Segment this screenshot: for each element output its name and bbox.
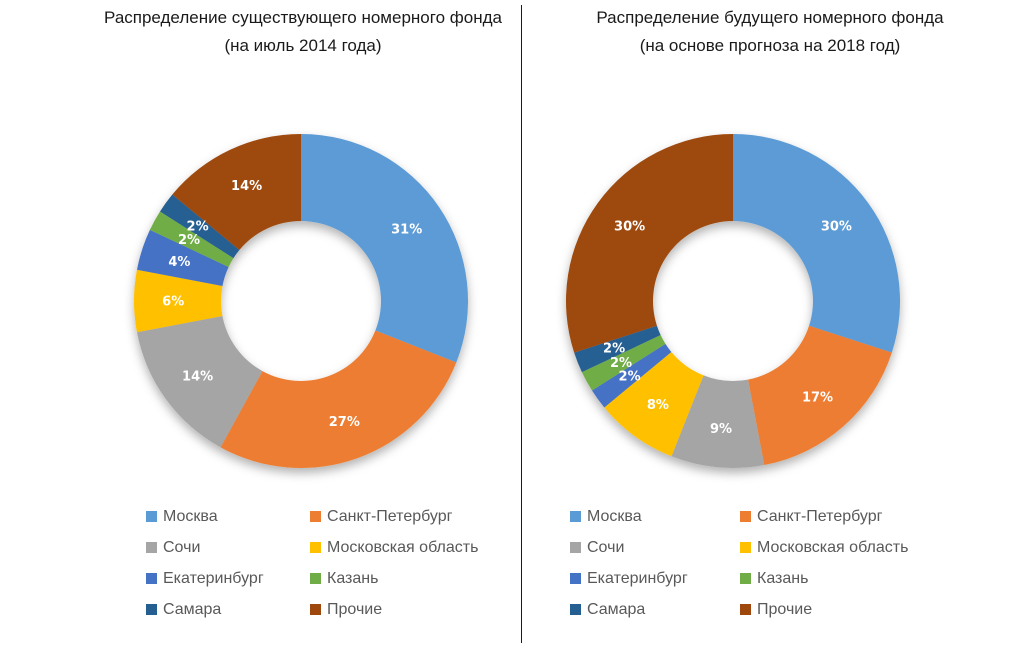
legend-label: Московская область	[327, 538, 479, 556]
pie-slice-6	[160, 194, 240, 259]
legend-label: Казань	[757, 569, 809, 587]
legend-color-marker	[570, 511, 581, 522]
legend-label: Самара	[587, 600, 646, 618]
pie-slice-0	[733, 134, 901, 353]
legend-color-marker	[310, 573, 321, 584]
legend-item-3: Московская область	[740, 532, 908, 563]
legend-color-marker	[146, 542, 157, 553]
chart-legend: Москва Санкт-Петербург Сочи Московская обла…	[146, 501, 478, 625]
legend-item-6: Самара	[570, 594, 740, 625]
legend-color-marker	[570, 542, 581, 553]
legend-item-2: Сочи	[146, 532, 310, 563]
slice-percentage-label: 2%	[619, 370, 641, 385]
legend-label: Екатеринбург	[587, 569, 688, 587]
slice-percentage-label: 2%	[610, 356, 632, 371]
legend-color-marker	[310, 604, 321, 615]
legend-color-marker	[310, 542, 321, 553]
legend-color-marker	[740, 511, 751, 522]
chart-title-line1: Распределение будущего номерного фонда	[596, 8, 944, 27]
legend-color-marker	[570, 604, 581, 615]
legend-item-3: Московская область	[310, 532, 478, 563]
chart-title-line2: (на основе прогноза на 2018 год)	[639, 36, 901, 55]
legend-color-marker	[570, 573, 581, 584]
chart-title-line2: (на июль 2014 года)	[224, 36, 382, 55]
legend-item-5: Казань	[310, 563, 478, 594]
pie-slice-2	[136, 315, 263, 448]
donut-chart: 30%17%9%8%2%2%2%30%	[565, 134, 901, 468]
chart-title: Распределение существующего номерного фо…	[104, 4, 502, 60]
legend-item-6: Самара	[146, 594, 310, 625]
legend-label: Сочи	[163, 538, 201, 556]
slice-percentage-label: 8%	[647, 398, 669, 413]
slice-percentage-label: 14%	[231, 179, 262, 194]
legend-label: Прочие	[757, 600, 813, 618]
slice-percentage-label: 31%	[391, 223, 422, 238]
legend-item-0: Москва	[570, 501, 740, 532]
legend-item-1: Санкт-Петербург	[740, 501, 908, 532]
legend-label: Сочи	[587, 538, 625, 556]
pie-slice-3	[134, 269, 223, 333]
legend-label: Самара	[163, 600, 222, 618]
vertical-divider	[521, 5, 522, 643]
slice-percentage-label: 9%	[710, 422, 732, 437]
legend-color-marker	[740, 604, 751, 615]
legend-item-5: Казань	[740, 563, 908, 594]
legend-item-0: Москва	[146, 501, 310, 532]
legend-label: Санкт-Петербург	[327, 507, 453, 525]
legend-color-marker	[146, 511, 157, 522]
slice-percentage-label: 2%	[178, 233, 200, 248]
pie-slice-6	[574, 325, 661, 373]
pie-slice-2	[671, 375, 765, 468]
chart-legend: Москва Санкт-Петербург Сочи Московская обла…	[570, 501, 908, 625]
legend-item-7: Прочие	[310, 594, 478, 625]
pie-slice-4	[136, 229, 229, 287]
slice-percentage-label: 30%	[821, 219, 852, 234]
pie-slice-3	[604, 351, 704, 457]
chart-title-line1: Распределение существующего номерного фо…	[104, 8, 502, 27]
slice-percentage-label: 4%	[168, 255, 190, 270]
legend-label: Екатеринбург	[163, 569, 264, 587]
slice-percentage-label: 17%	[802, 390, 833, 405]
pie-slice-7	[565, 134, 733, 353]
pie-slice-4	[592, 343, 672, 408]
legend-item-4: Екатеринбург	[146, 563, 310, 594]
legend-label: Московская область	[757, 538, 909, 556]
legend-label: Москва	[163, 507, 218, 525]
slice-percentage-label: 2%	[187, 219, 209, 234]
legend-label: Казань	[327, 569, 379, 587]
slice-percentage-label: 27%	[329, 415, 360, 430]
pie-slice-5	[149, 211, 234, 267]
legend-item-7: Прочие	[740, 594, 908, 625]
slice-percentage-label: 2%	[603, 342, 625, 357]
legend-color-marker	[146, 604, 157, 615]
legend-label: Прочие	[327, 600, 383, 618]
slice-percentage-label: 6%	[162, 295, 184, 310]
legend-item-2: Сочи	[570, 532, 740, 563]
donut-chart: 31% 27% 14% 6% 4% 2%2% 14%	[134, 134, 468, 468]
pie-slice-0	[301, 134, 468, 363]
chart-title: Распределение будущего номерного фонда (…	[596, 4, 943, 60]
legend-item-1: Санкт-Петербург	[310, 501, 478, 532]
slice-percentage-label: 14%	[182, 370, 213, 385]
pie-slice-7	[172, 134, 301, 251]
legend-color-marker	[310, 511, 321, 522]
legend-color-marker	[740, 542, 751, 553]
legend-color-marker	[146, 573, 157, 584]
legend-color-marker	[740, 573, 751, 584]
legend-label: Санкт-Петербург	[757, 507, 883, 525]
pie-slice-1	[220, 330, 457, 468]
slice-percentage-label: 30%	[614, 219, 645, 234]
pie-slice-5	[581, 335, 666, 391]
legend-label: Москва	[587, 507, 642, 525]
legend-item-4: Екатеринбург	[570, 563, 740, 594]
pie-slice-1	[747, 325, 892, 466]
